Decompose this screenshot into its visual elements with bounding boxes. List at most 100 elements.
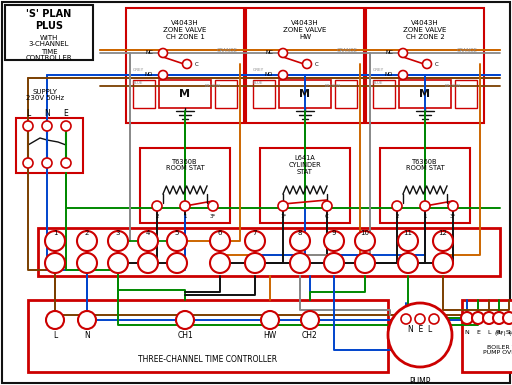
- Circle shape: [45, 253, 65, 273]
- Circle shape: [433, 231, 453, 251]
- Text: T6360B
ROOM STAT: T6360B ROOM STAT: [406, 159, 444, 171]
- Text: 2: 2: [395, 214, 399, 219]
- Circle shape: [472, 312, 484, 324]
- Text: GREY: GREY: [133, 68, 144, 72]
- Text: 1: 1: [183, 214, 187, 219]
- Circle shape: [493, 312, 505, 324]
- Circle shape: [290, 231, 310, 251]
- Text: T6360B
ROOM STAT: T6360B ROOM STAT: [165, 159, 204, 171]
- Text: N: N: [464, 330, 470, 335]
- Text: L: L: [487, 330, 490, 335]
- Circle shape: [401, 314, 411, 324]
- Circle shape: [483, 312, 495, 324]
- Text: BLUE: BLUE: [373, 81, 383, 85]
- Circle shape: [245, 231, 265, 251]
- Bar: [140, 148, 230, 223]
- Text: 4: 4: [146, 230, 150, 236]
- Text: ORANGE: ORANGE: [336, 47, 357, 52]
- Circle shape: [138, 253, 158, 273]
- Text: L: L: [53, 331, 57, 340]
- Text: 8: 8: [298, 230, 302, 236]
- Circle shape: [46, 311, 64, 329]
- Circle shape: [78, 311, 96, 329]
- Circle shape: [245, 253, 265, 273]
- Text: 10: 10: [360, 230, 370, 236]
- Text: N: N: [44, 109, 50, 117]
- Circle shape: [322, 201, 332, 211]
- Bar: [380, 148, 470, 223]
- Text: C: C: [325, 214, 329, 219]
- Text: 1: 1: [53, 230, 57, 236]
- Text: E: E: [476, 330, 480, 335]
- Text: E: E: [63, 109, 69, 117]
- Circle shape: [23, 121, 33, 131]
- Bar: [246, 8, 364, 123]
- Circle shape: [167, 231, 187, 251]
- Text: C: C: [195, 62, 199, 67]
- Text: SL: SL: [505, 330, 512, 335]
- Circle shape: [152, 201, 162, 211]
- Text: PUMP: PUMP: [409, 378, 431, 385]
- Text: 5: 5: [175, 230, 179, 236]
- Text: GREY: GREY: [253, 68, 264, 72]
- Circle shape: [180, 201, 190, 211]
- Circle shape: [45, 231, 65, 251]
- Text: ORANGE: ORANGE: [457, 47, 477, 52]
- Circle shape: [422, 60, 432, 69]
- Circle shape: [355, 253, 375, 273]
- Text: CH1: CH1: [177, 331, 193, 340]
- Bar: [279, 80, 331, 108]
- Text: 7: 7: [253, 230, 257, 236]
- Text: M: M: [419, 89, 431, 99]
- Bar: [100, 5, 507, 300]
- Text: NO: NO: [265, 72, 273, 77]
- Circle shape: [503, 312, 512, 324]
- Bar: [38, 228, 500, 276]
- Text: BLUE: BLUE: [133, 81, 143, 85]
- Circle shape: [108, 231, 128, 251]
- Bar: [455, 80, 477, 108]
- Text: L641A
CYLINDER
STAT: L641A CYLINDER STAT: [289, 155, 322, 175]
- Circle shape: [61, 158, 71, 168]
- Circle shape: [303, 60, 311, 69]
- Text: ORANGE: ORANGE: [217, 47, 238, 52]
- Circle shape: [461, 312, 473, 324]
- Circle shape: [182, 60, 191, 69]
- Bar: [5, 5, 93, 60]
- Circle shape: [355, 231, 375, 251]
- Circle shape: [23, 158, 33, 168]
- Text: 1: 1: [423, 214, 426, 219]
- Text: 3*: 3*: [450, 214, 456, 219]
- Circle shape: [108, 253, 128, 273]
- Bar: [159, 80, 211, 108]
- Text: (PF)  (9w): (PF) (9w): [495, 330, 512, 335]
- Circle shape: [261, 311, 279, 329]
- Circle shape: [210, 253, 230, 273]
- Circle shape: [210, 231, 230, 251]
- Circle shape: [61, 121, 71, 131]
- Bar: [366, 8, 484, 123]
- Circle shape: [290, 253, 310, 273]
- Text: V4043H
ZONE VALVE
CH ZONE 1: V4043H ZONE VALVE CH ZONE 1: [163, 20, 207, 40]
- Circle shape: [138, 231, 158, 251]
- Bar: [28, 300, 388, 372]
- Text: 2: 2: [155, 214, 159, 219]
- Circle shape: [398, 253, 418, 273]
- Text: BROWN: BROWN: [445, 84, 461, 88]
- Text: N: N: [84, 331, 90, 340]
- Circle shape: [77, 253, 97, 273]
- Text: C: C: [435, 62, 439, 67]
- Text: 'S' PLAN
PLUS: 'S' PLAN PLUS: [27, 9, 72, 31]
- Text: HW: HW: [263, 331, 276, 340]
- Circle shape: [301, 311, 319, 329]
- Circle shape: [324, 231, 344, 251]
- Circle shape: [415, 314, 425, 324]
- Circle shape: [420, 201, 430, 211]
- Circle shape: [176, 311, 194, 329]
- Text: 6: 6: [218, 230, 222, 236]
- Text: M: M: [300, 89, 310, 99]
- Text: NO: NO: [385, 72, 393, 77]
- Text: N  E  L: N E L: [408, 325, 432, 333]
- Circle shape: [324, 253, 344, 273]
- Bar: [215, 80, 237, 108]
